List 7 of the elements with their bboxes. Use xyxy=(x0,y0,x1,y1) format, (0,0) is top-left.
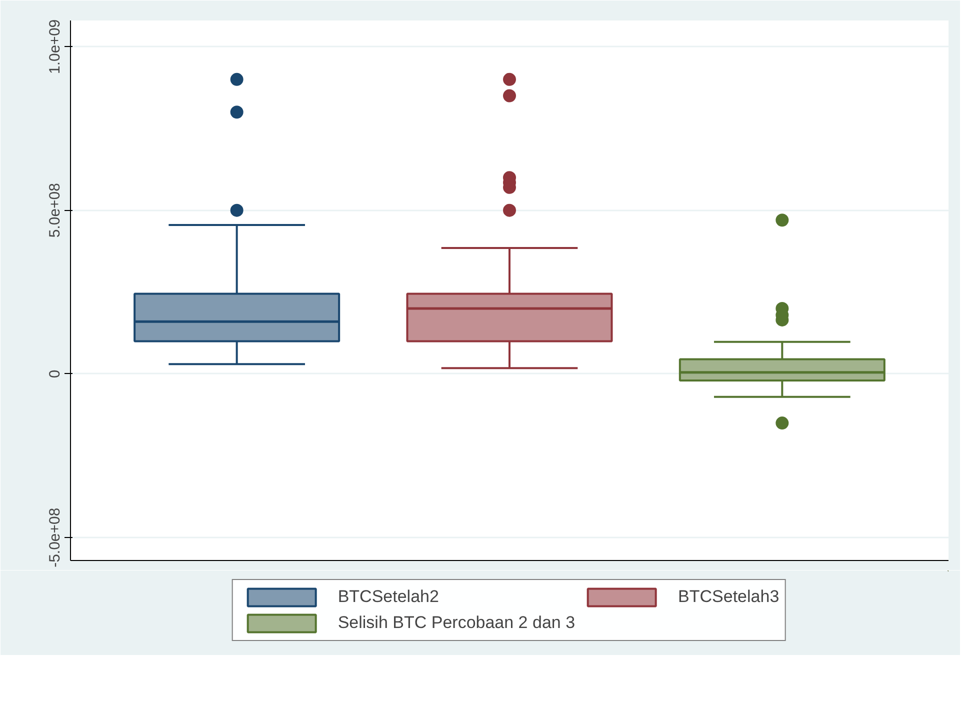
legend-label: BTCSetelah2 xyxy=(338,587,439,607)
legend-label: BTCSetelah3 xyxy=(678,587,780,607)
y-tick-label: 5.0e+08 xyxy=(46,182,64,238)
y-tick-label: -5.0e+08 xyxy=(46,508,64,568)
legend-label: Selisih BTC Percobaan 2 dan 3 xyxy=(338,613,576,633)
y-tick-label: 0 xyxy=(46,370,64,378)
y-tick-label: 1.0e+09 xyxy=(46,19,64,74)
